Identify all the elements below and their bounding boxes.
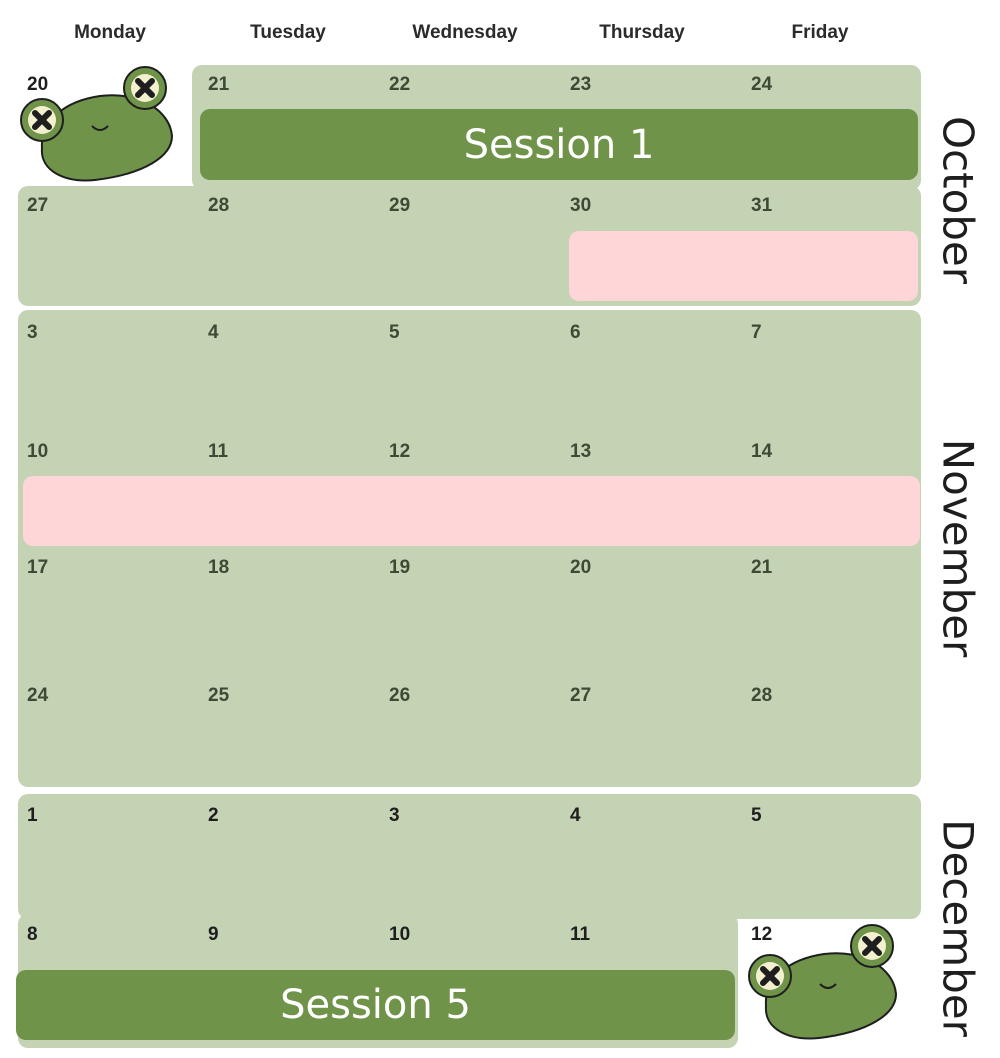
weekday-friday: Friday xyxy=(791,22,849,43)
month-label-october: October xyxy=(933,115,983,285)
day-number[interactable]: 11 xyxy=(208,441,229,462)
day-number[interactable]: 31 xyxy=(751,195,773,216)
day-number[interactable]: 13 xyxy=(570,441,592,462)
day-number[interactable]: 6 xyxy=(570,322,581,343)
day-number[interactable]: 3 xyxy=(389,805,400,826)
day-number[interactable]: 25 xyxy=(208,685,230,706)
day-number[interactable]: 11 xyxy=(570,924,591,945)
day-number[interactable]: 24 xyxy=(751,74,773,95)
day-number[interactable]: 27 xyxy=(570,685,592,706)
day-number[interactable]: 12 xyxy=(751,924,773,945)
day-number[interactable]: 21 xyxy=(751,557,773,578)
day-number[interactable]: 14 xyxy=(751,441,773,462)
day-number[interactable]: 20 xyxy=(27,74,49,95)
session-5-bar[interactable]: Session 5 xyxy=(16,970,735,1040)
frog-icon xyxy=(748,924,898,1040)
day-number[interactable]: 4 xyxy=(570,805,581,826)
day-number[interactable]: 10 xyxy=(389,924,411,945)
day-number[interactable]: 3 xyxy=(27,322,38,343)
day-number[interactable]: 27 xyxy=(27,195,49,216)
day-number[interactable]: 2 xyxy=(208,805,219,826)
weekday-wednesday: Wednesday xyxy=(412,22,518,43)
day-number[interactable]: 12 xyxy=(389,441,411,462)
day-number[interactable]: 20 xyxy=(570,557,592,578)
day-number[interactable]: 22 xyxy=(389,74,411,95)
day-number[interactable]: 19 xyxy=(389,557,411,578)
month-label-december: December xyxy=(933,819,983,1037)
day-number[interactable]: 23 xyxy=(570,74,592,95)
month-label-november: November xyxy=(933,438,983,658)
day-number[interactable]: 7 xyxy=(751,322,762,343)
day-number[interactable]: 4 xyxy=(208,322,219,343)
weekday-thursday: Thursday xyxy=(599,22,685,43)
day-number[interactable]: 1 xyxy=(27,805,38,826)
day-number[interactable]: 24 xyxy=(27,685,49,706)
weekday-monday: Monday xyxy=(74,22,146,43)
day-number[interactable]: 17 xyxy=(27,557,49,578)
break-bar-october[interactable] xyxy=(569,231,918,301)
december-week1-block xyxy=(18,794,921,919)
day-number[interactable]: 8 xyxy=(27,924,38,945)
day-number[interactable]: 21 xyxy=(208,74,230,95)
weekday-tuesday: Tuesday xyxy=(250,22,326,43)
day-number[interactable]: 10 xyxy=(27,441,49,462)
day-number[interactable]: 5 xyxy=(389,322,400,343)
break-bar-november[interactable] xyxy=(23,476,920,546)
day-number[interactable]: 26 xyxy=(389,685,411,706)
frog-icon xyxy=(20,66,174,182)
day-number[interactable]: 29 xyxy=(389,195,411,216)
session-1-bar[interactable]: Session 1 xyxy=(200,109,918,180)
day-number[interactable]: 9 xyxy=(208,924,219,945)
day-number[interactable]: 28 xyxy=(208,195,230,216)
day-number[interactable]: 28 xyxy=(751,685,773,706)
day-number[interactable]: 5 xyxy=(751,805,762,826)
november-block xyxy=(18,310,921,787)
day-number[interactable]: 30 xyxy=(570,195,592,216)
day-number[interactable]: 18 xyxy=(208,557,230,578)
